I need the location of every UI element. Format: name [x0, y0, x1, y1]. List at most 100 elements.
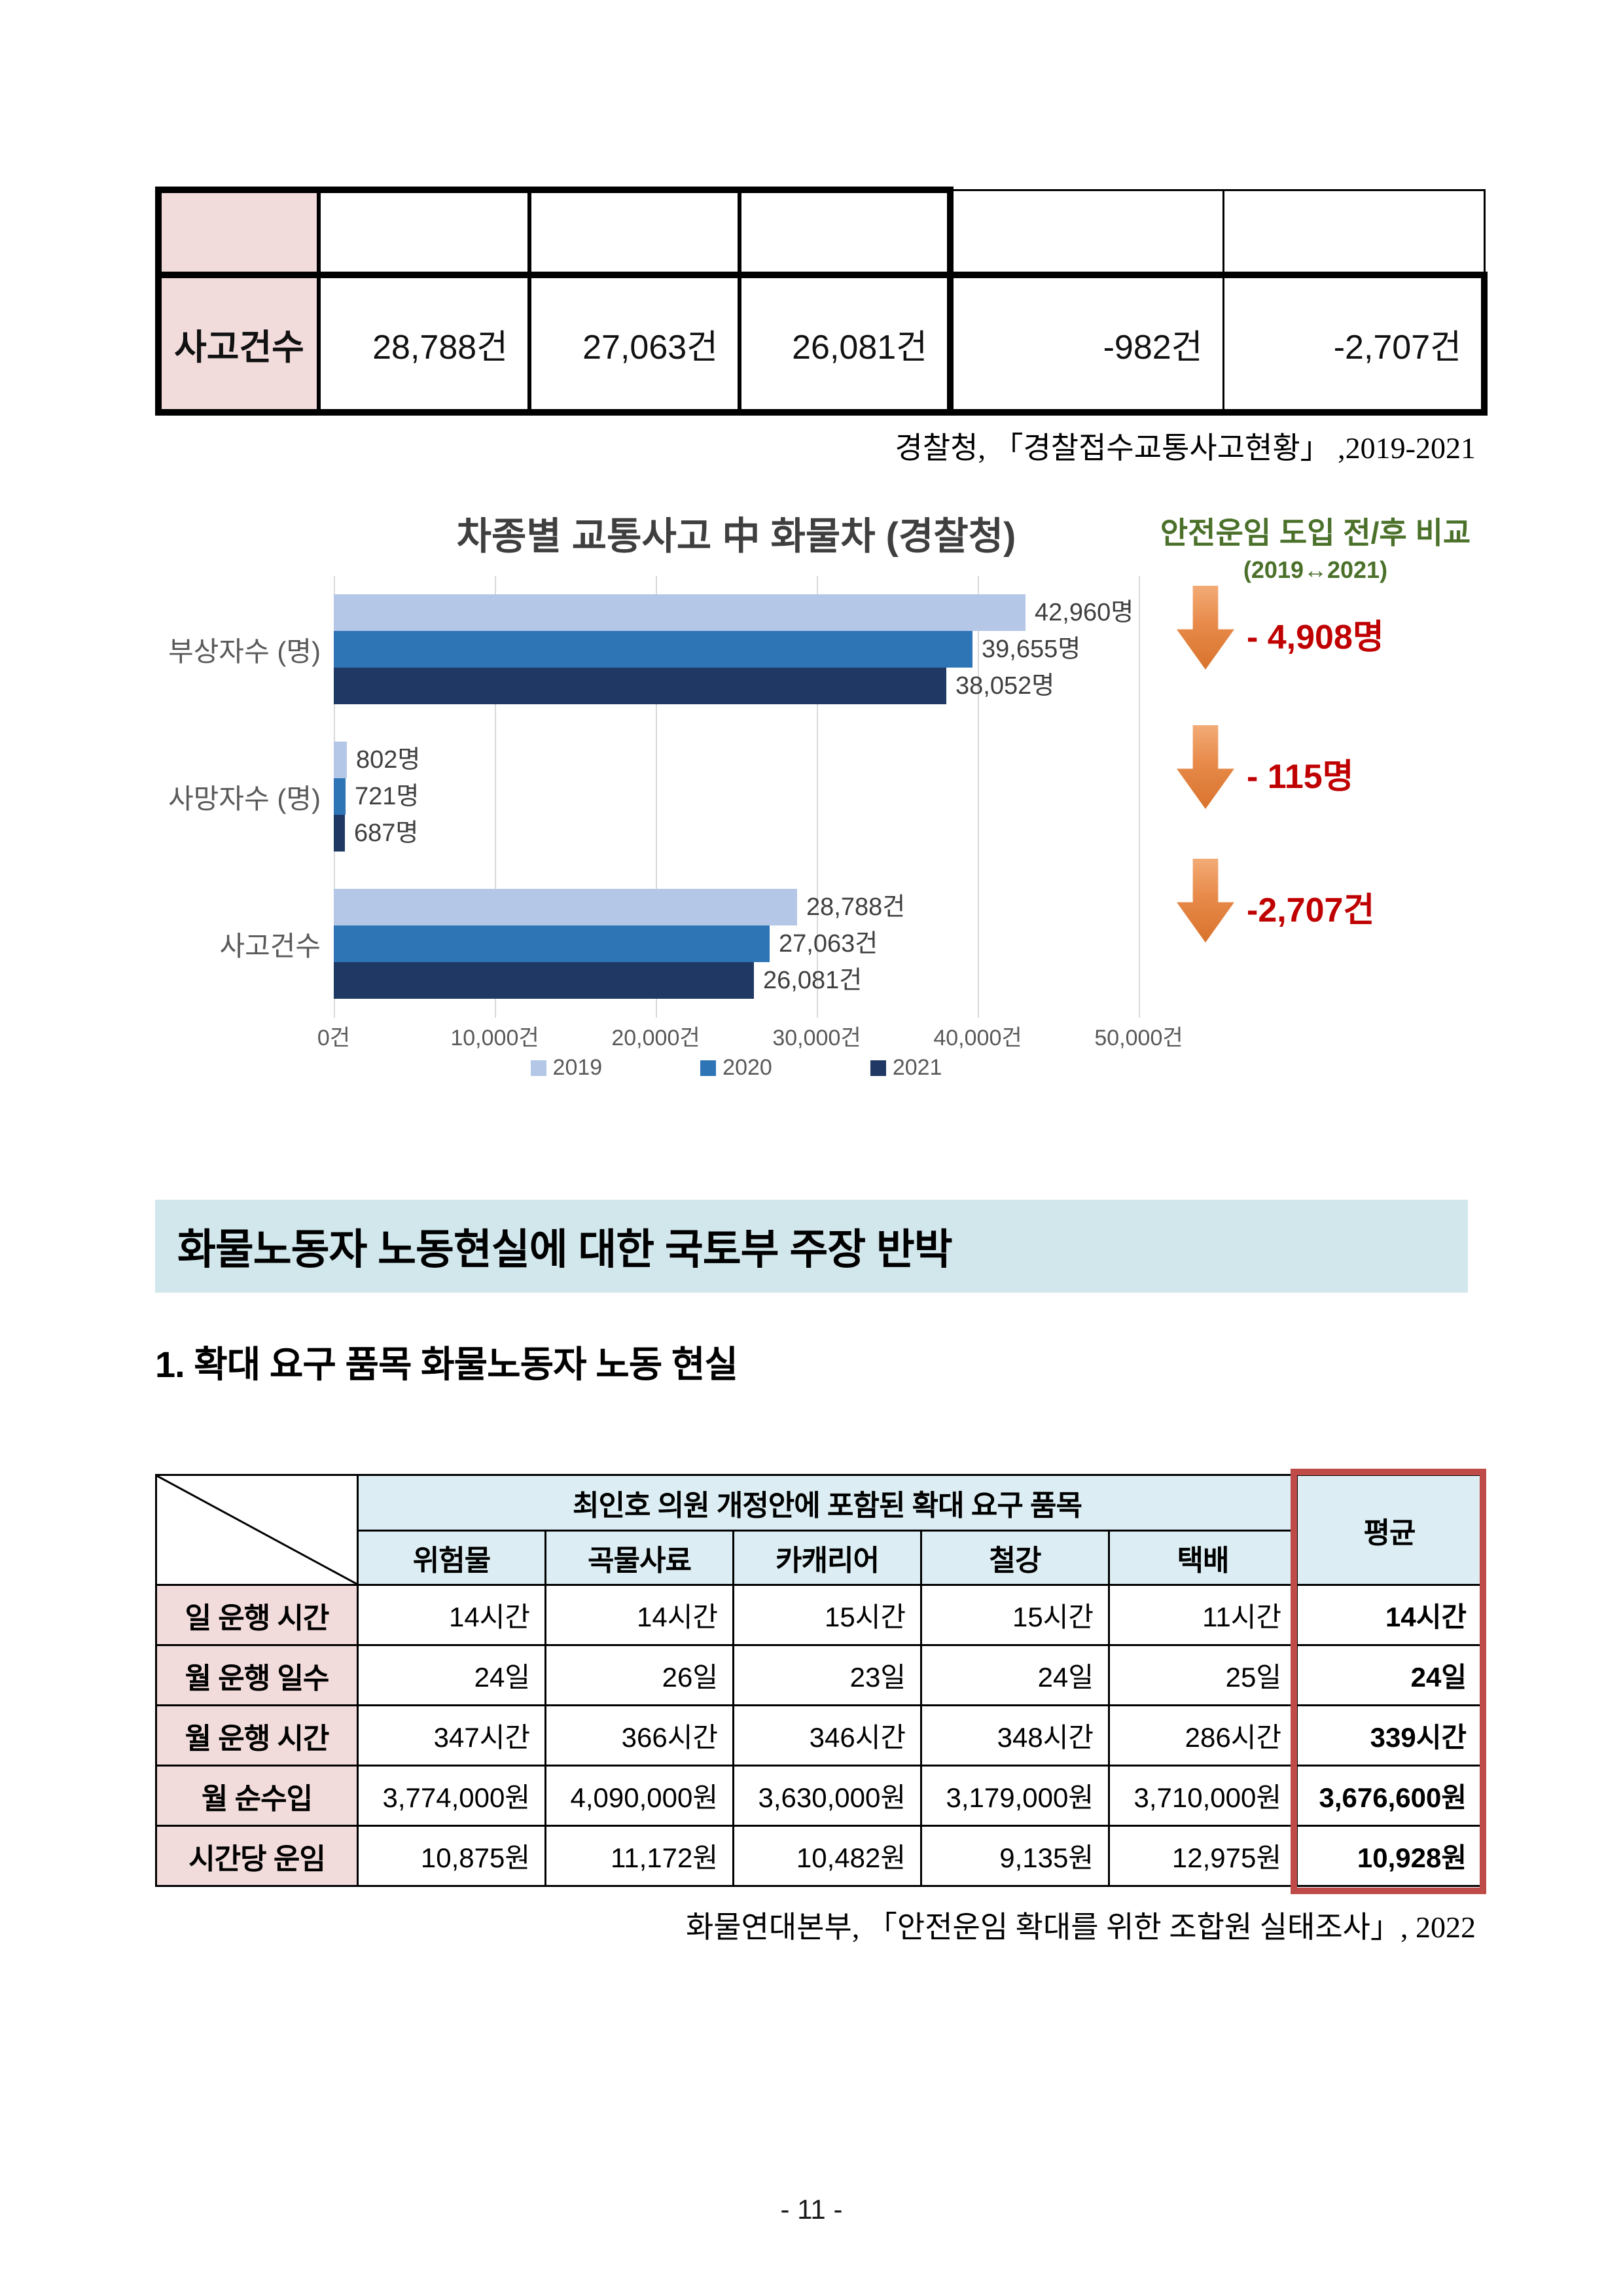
column-header: 위험물: [357, 1530, 546, 1586]
cell-value: 11시간: [1108, 1584, 1298, 1646]
cell-average: 14시간: [1296, 1584, 1483, 1646]
empty-header-cell: [1223, 188, 1486, 278]
column-header: 철강: [920, 1530, 1110, 1586]
empty-header-cell: [155, 187, 321, 278]
comparison-header: 안전운임 도입 전/후 비교 (2019↔2021): [1149, 509, 1482, 584]
cell-average: 24일: [1296, 1644, 1483, 1706]
chart-x-axis: 0건 10,000건 20,000건 30,000건 40,000건 50,000건: [0, 1020, 1623, 1050]
legend-label: 2019: [552, 1055, 603, 1080]
bar-label: 38,052명: [955, 672, 1055, 700]
cell-value: 24일: [357, 1644, 546, 1706]
bar-series-2021: [334, 962, 754, 999]
bar-label: 802명: [356, 746, 421, 774]
row-label: 시간당 운임: [155, 1825, 359, 1887]
average-header: 평균: [1296, 1474, 1483, 1586]
cell-value: 15시간: [920, 1584, 1110, 1646]
empty-header-cell: [529, 187, 741, 278]
gridline: [978, 576, 979, 1018]
table-row: 월 순수입 3,774,000원 4,090,000원 3,630,000원 3,179…: [155, 1765, 1483, 1827]
cell-value: 27,063건: [529, 275, 741, 416]
legend-swatch: [530, 1060, 546, 1076]
subheading: 1. 확대 요구 품목 화물노동자 노동 현실: [155, 1344, 738, 1385]
gridline: [817, 576, 818, 1018]
cell-value: 12,975원: [1108, 1825, 1298, 1887]
empty-header-cell: [950, 188, 1224, 278]
cell-value: 11,172원: [544, 1825, 734, 1887]
empty-header-cell: [319, 187, 531, 278]
category-label: 사망자수 (명): [168, 783, 321, 814]
legend-swatch: [700, 1060, 717, 1076]
bar-label: 26,081건: [763, 967, 863, 994]
legend-swatch: [870, 1060, 886, 1076]
x-tick-label: 40,000건: [933, 1026, 1022, 1050]
group-header: 최인호 의원 개정안에 포함된 확대 요구 품목: [357, 1474, 1298, 1532]
cell-value: 10,482원: [732, 1825, 922, 1887]
row-label: 월 순수입: [155, 1765, 359, 1827]
delta-value: -2,707건: [1247, 891, 1375, 929]
cell-average: 3,676,600원: [1296, 1765, 1483, 1827]
labor-conditions-table: 최인호 의원 개정안에 포함된 확대 요구 품목 평균 위험물 곡물사료 카캐리…: [155, 1474, 1483, 1887]
chart-plot: 42,960명 39,655명 38,052명 802명 721명 687명 28,788건…: [334, 576, 1140, 1018]
bar-series-2019: [334, 594, 1026, 631]
bar-label: 721명: [355, 783, 419, 810]
category-label: 사고건수: [219, 931, 321, 961]
cell-value: 15시간: [732, 1584, 922, 1646]
table-row: 시간당 운임 10,875원 11,172원 10,482원 9,135원 12,975원…: [155, 1825, 1483, 1887]
cell-value: 286시간: [1108, 1704, 1298, 1767]
cell-value: 348시간: [920, 1704, 1110, 1767]
truck-accident-chart: 차종별 교통사고 中 화물차 (경찰청) 안전운임 도입 전/후 비교 (201…: [0, 497, 1623, 1136]
cell-value: 366시간: [544, 1704, 734, 1767]
comparison-subtitle: (2019↔2021): [1243, 556, 1388, 583]
legend-item: 2019: [530, 1055, 603, 1081]
category-label: 부상자수 (명): [168, 636, 321, 667]
row-label: 월 운행 시간: [155, 1704, 359, 1767]
x-tick-label: 30,000건: [772, 1026, 861, 1050]
table-row: 월 운행 일수 24일 26일 23일 24일 25일 24일: [155, 1644, 1483, 1706]
cell-value: 14시간: [544, 1584, 734, 1646]
legend-item: 2020: [700, 1055, 772, 1081]
cell-value: 4,090,000원: [544, 1765, 734, 1827]
page-number: - 11 -: [780, 2194, 843, 2225]
cell-value: 3,630,000원: [732, 1765, 922, 1827]
bar-series-2020: [334, 778, 346, 815]
bar-series-2019: [334, 889, 797, 925]
section-header-band: 화물노동자 노동현실에 대한 국토부 주장 반박: [155, 1200, 1468, 1293]
cell-value: 3,774,000원: [357, 1765, 546, 1827]
x-tick-label: 10,000건: [450, 1026, 539, 1050]
cell-value: -982건: [950, 275, 1224, 416]
cell-average: 339시간: [1296, 1704, 1483, 1767]
cell-value: 26,081건: [740, 275, 954, 416]
empty-header-cell: [740, 187, 954, 278]
cell-value: 25일: [1108, 1644, 1298, 1706]
legend-label: 2021: [892, 1055, 942, 1080]
cell-value: 26일: [544, 1644, 734, 1706]
chart-legend: 2019 2020 2021: [334, 1055, 1139, 1081]
gridline: [656, 576, 657, 1018]
cell-value: 24일: [920, 1644, 1110, 1706]
cell-value: 346시간: [732, 1704, 922, 1767]
column-header: 곡물사료: [544, 1530, 734, 1586]
row-label: 월 운행 일수: [155, 1644, 359, 1706]
comparison-title: 안전운임 도입 전/후 비교: [1160, 516, 1471, 550]
bar-label: 687명: [354, 819, 419, 847]
column-header: 택배: [1108, 1530, 1298, 1586]
bar-label: 27,063건: [779, 930, 878, 958]
source-citation-union: 화물연대본부, 「안전운임 확대를 위한 조합원 실태조사」, 2022: [685, 1910, 1476, 1944]
labor-table-wrap: 최인호 의원 개정안에 포함된 확대 요구 품목 평균 위험물 곡물사료 카캐리…: [155, 1474, 1483, 1887]
x-tick-label: 0건: [317, 1026, 351, 1050]
down-arrow-icon: [1177, 859, 1234, 942]
diagonal-corner-cell: [155, 1474, 359, 1586]
cell-value: 28,788건: [319, 275, 531, 416]
bar-series-2021: [334, 668, 946, 704]
cell-value: 23일: [732, 1644, 922, 1706]
labor-table-body: 일 운행 시간 14시간 14시간 15시간 15시간 11시간 14시간 월 운행 일수 24…: [155, 1584, 1483, 1887]
bar-series-2019: [334, 742, 347, 778]
column-header: 카캐리어: [732, 1530, 922, 1586]
cell-value: 347시간: [357, 1704, 546, 1767]
cell-value: 3,179,000원: [920, 1765, 1110, 1827]
chart-title: 차종별 교통사고 中 화물차 (경찰청): [456, 515, 1016, 558]
gridline: [1139, 576, 1140, 1018]
cell-average: 10,928원: [1296, 1825, 1483, 1887]
table-row: 최인호 의원 개정안에 포함된 확대 요구 품목 평균: [155, 1474, 1483, 1586]
accident-summary-table: 사고건수 28,788건 27,063건 26,081건 -982건 -2,70…: [155, 187, 1488, 416]
